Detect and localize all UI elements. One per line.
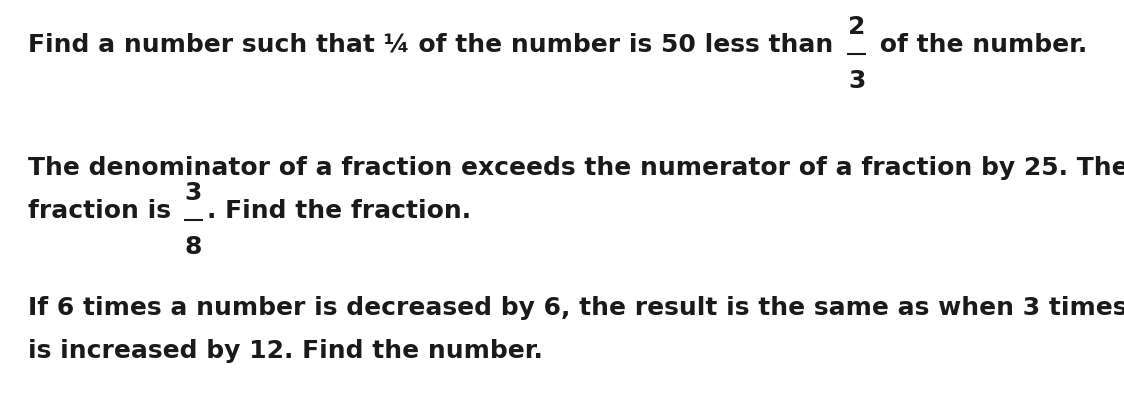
Text: If 6 times a number is decreased by 6, the result is the same as when 3 times th: If 6 times a number is decreased by 6, t… [28, 296, 1124, 320]
Text: Find a number such that ¼ of the number is 50 less than: Find a number such that ¼ of the number … [28, 33, 842, 57]
Text: The denominator of a fraction exceeds the numerator of a fraction by 25. The val: The denominator of a fraction exceeds th… [28, 156, 1124, 180]
Text: 2: 2 [847, 15, 865, 39]
Text: is increased by 12. Find the number.: is increased by 12. Find the number. [28, 339, 543, 363]
Text: of the number.: of the number. [871, 33, 1088, 57]
Text: 8: 8 [184, 235, 202, 259]
Text: 3: 3 [847, 69, 865, 93]
Text: fraction is: fraction is [28, 199, 180, 223]
Text: . Find the fraction.: . Find the fraction. [207, 199, 471, 223]
Text: 3: 3 [184, 181, 202, 205]
